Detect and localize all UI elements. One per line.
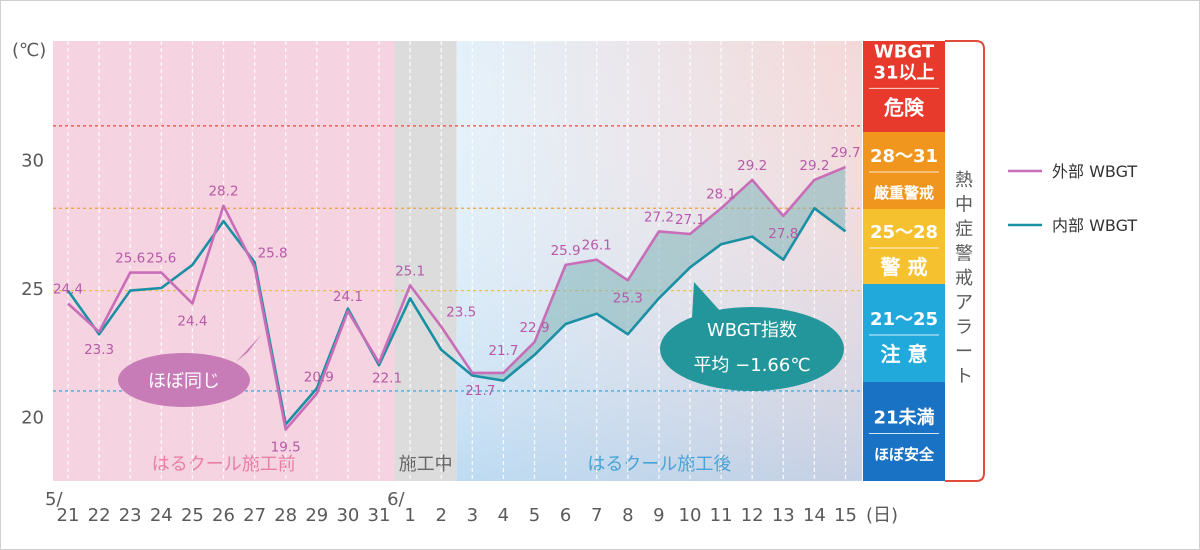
x-tick-label: 9: [653, 505, 664, 526]
x-tick-label: 7: [591, 505, 602, 526]
data-label: 29.2: [737, 158, 767, 174]
x-tick-label: 2: [435, 505, 446, 526]
alert-title-char: 症: [955, 219, 973, 240]
data-label: 25.9: [551, 243, 581, 259]
alert-range-4: 21未満: [873, 406, 934, 428]
data-label: 25.8: [258, 245, 288, 261]
data-label: 20.9: [304, 370, 334, 386]
y-tick-label: 30: [21, 150, 44, 171]
legend-label-1: 内部 WBGT: [1052, 216, 1137, 235]
callout-average-title: WBGT指数: [707, 320, 797, 341]
alert-range-0: WBGT: [874, 41, 935, 62]
data-label: 24.4: [177, 313, 207, 329]
x-tick-label: 24: [150, 505, 173, 526]
alert-title-char: 中: [955, 195, 973, 216]
y-unit-label: (℃): [12, 40, 46, 61]
phase-bg-1: [394, 41, 457, 481]
x-tick-label: 23: [119, 505, 142, 526]
y-tick-label: 20: [21, 408, 44, 429]
data-label: 19.5: [271, 440, 301, 456]
x-tick-label: 15: [834, 505, 857, 526]
data-label: 29.7: [830, 145, 860, 161]
x-tick-label: 30: [336, 505, 359, 526]
data-label: 22.1: [372, 371, 402, 387]
series-line-inner: [66, 207, 847, 426]
data-label: 25.6: [146, 251, 176, 267]
series-line-outer: [67, 165, 846, 431]
alert-title-char: 警: [955, 244, 973, 265]
callout-average: [660, 307, 844, 391]
x-tick-label: 25: [181, 505, 204, 526]
x-tick-label: 5: [529, 505, 540, 526]
callout-same: [118, 353, 250, 407]
alert-band-0: [863, 41, 945, 132]
data-label: 28.2: [208, 184, 238, 200]
x-tick-label: 27: [243, 505, 266, 526]
y-tick-label: 25: [21, 279, 44, 300]
x-tick-label: 31: [368, 505, 391, 526]
x-tick-label: 3: [467, 505, 478, 526]
alert-range-1: 28～31: [870, 146, 938, 167]
x-tick-label: 22: [88, 505, 111, 526]
alert-title-char: 熱: [955, 170, 973, 191]
alert-band-2: [863, 209, 945, 284]
data-label: 27.1: [675, 212, 705, 228]
alert-band-4: [863, 382, 945, 481]
callout-same-tail: [236, 334, 262, 362]
data-label: 22.9: [519, 320, 549, 336]
alert-level-3: 注 意: [881, 342, 928, 366]
data-label: 26.1: [582, 238, 612, 254]
x-tick-label: 12: [741, 505, 764, 526]
x-tick-label: 21: [57, 505, 80, 526]
x-tick-label: 29: [305, 505, 328, 526]
x-tick-label: 26: [212, 505, 235, 526]
difference-area: [472, 167, 846, 381]
x-unit-label: (日): [866, 505, 898, 526]
x-tick-label: 10: [679, 505, 702, 526]
x-tick-label: 28: [274, 505, 297, 526]
data-label: 25.1: [395, 263, 425, 279]
data-label: 25.6: [115, 251, 145, 267]
month-label: 6/: [387, 489, 405, 510]
x-tick-label: 13: [772, 505, 795, 526]
alert-title-char: ア: [955, 293, 973, 314]
callout-average-value: 平均 −1.66℃: [693, 355, 810, 376]
data-label: 21.7: [488, 343, 518, 359]
alert-title-char: ー: [955, 342, 973, 363]
x-tick-label: 14: [803, 505, 826, 526]
callout-same-text: ほぼ同じ: [148, 371, 220, 392]
alert-level-1: 厳重警戒: [874, 184, 934, 202]
alert-range-2: 25～28: [870, 222, 938, 243]
alert-band-3: [863, 284, 945, 382]
alert-title-char: ラ: [955, 317, 973, 338]
data-label: 24.1: [333, 289, 363, 305]
alert-level-2: 警 戒: [881, 255, 928, 279]
data-label: 27.2: [644, 209, 674, 225]
alert-bracket: [945, 40, 985, 482]
month-label: 5/: [45, 489, 63, 510]
x-tick-label: 11: [710, 505, 733, 526]
x-tick-label: 8: [622, 505, 633, 526]
data-label: 23.5: [446, 305, 476, 321]
data-label: 28.1: [706, 186, 736, 202]
x-tick-label: 6: [560, 505, 571, 526]
alert-range-0: 31以上: [873, 62, 934, 83]
alert-range-3: 21～25: [870, 309, 938, 330]
data-label: 21.7: [465, 383, 495, 399]
alert-band-1: [863, 132, 945, 209]
alert-level-0: 危険: [884, 95, 925, 119]
alert-title-char: ト: [955, 366, 973, 387]
data-label: 24.4: [53, 281, 83, 297]
data-label: 27.8: [768, 226, 798, 242]
phase-label-1: 施工中: [399, 454, 453, 475]
alert-level-4: ほぼ安全: [874, 445, 935, 463]
legend-label-0: 外部 WBGT: [1052, 162, 1137, 181]
data-label: 25.3: [613, 290, 643, 306]
data-label: 29.2: [799, 158, 829, 174]
x-tick-label: 1: [404, 505, 415, 526]
alert-title-char: 戒: [955, 268, 973, 289]
data-label: 23.3: [84, 342, 114, 358]
x-tick-label: 4: [498, 505, 509, 526]
